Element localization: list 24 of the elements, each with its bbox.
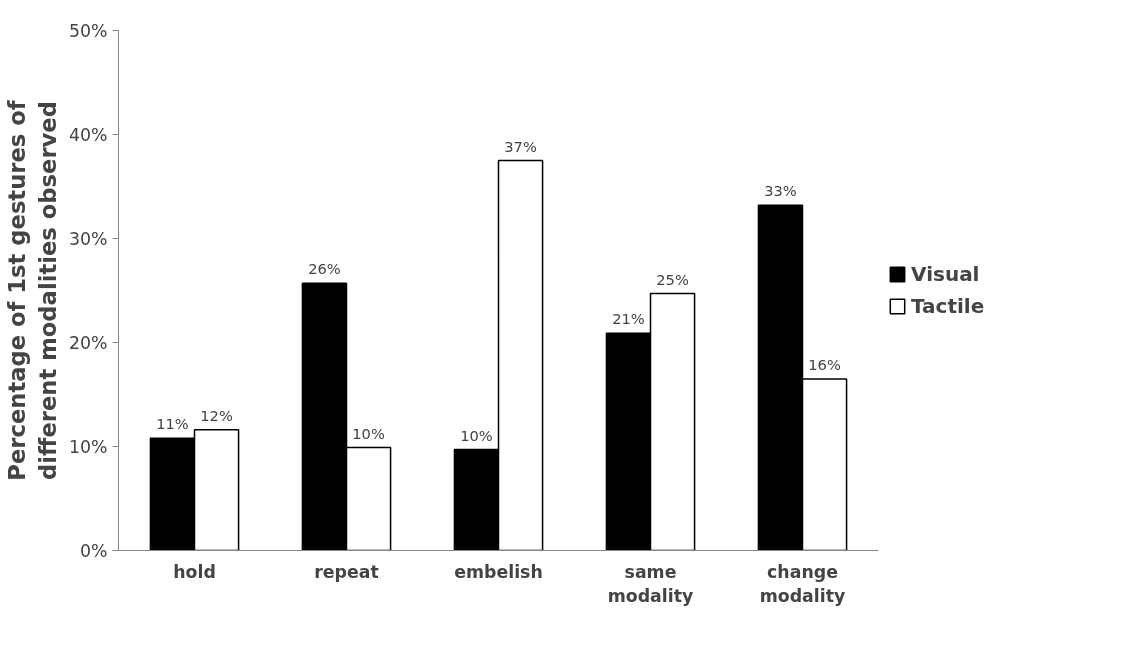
- legend-label: Visual: [911, 262, 980, 286]
- x-tick-label: change modality: [759, 561, 846, 606]
- data-label: 11%: [156, 415, 189, 433]
- x-tick-label: repeat: [314, 561, 379, 582]
- data-label: 26%: [308, 260, 341, 278]
- x-tick-label: hold: [173, 561, 216, 582]
- y-tick-label: 0%: [80, 540, 108, 561]
- x-tick-label: same modality: [607, 561, 694, 606]
- y-tick-label: 40%: [68, 124, 108, 145]
- data-label: 12%: [200, 406, 233, 424]
- data-label: 25%: [656, 270, 689, 288]
- data-label: 21%: [612, 310, 645, 328]
- y-axis-title: Percentage of 1st gestures of different modalities observed: [3, 99, 61, 481]
- y-tick-label: 10%: [68, 436, 108, 457]
- data-label: 37%: [504, 137, 537, 155]
- y-tick-label: 20%: [68, 332, 108, 353]
- y-tick-label: 50%: [68, 20, 108, 41]
- data-label: 10%: [352, 424, 385, 442]
- data-label: 16%: [808, 355, 841, 373]
- data-label: 10%: [460, 426, 493, 444]
- legend-label: Tactile: [911, 294, 985, 318]
- y-tick-label: 30%: [68, 228, 108, 249]
- data-label: 33%: [764, 182, 797, 200]
- x-tick-label: embelish: [454, 561, 543, 582]
